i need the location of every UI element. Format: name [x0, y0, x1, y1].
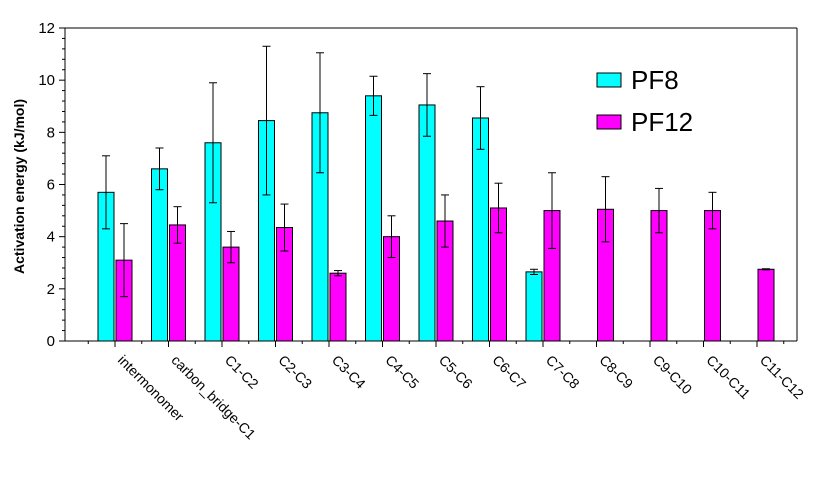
legend-swatch-pf12 [596, 114, 622, 130]
bar-pf8-7 [472, 117, 489, 342]
x-tick-label: C2-C3 [275, 352, 315, 392]
x-tick-label: C4-C5 [382, 352, 422, 392]
legend-swatch-pf8 [596, 72, 622, 88]
y-tick-label: 12 [38, 20, 55, 37]
x-tick-label: C10-C11 [703, 352, 753, 402]
x-tick-label: C7-C8 [543, 352, 583, 392]
y-tick-label: 4 [47, 229, 55, 246]
x-tick-label: C9-C10 [650, 352, 696, 398]
y-tick-label: 8 [47, 124, 55, 141]
x-tick-label: C8-C9 [596, 352, 636, 392]
bar-pf12-4 [329, 272, 347, 342]
x-tick-label: C6-C7 [489, 352, 529, 392]
y-tick-label: 6 [47, 177, 55, 194]
bar-pf12-12 [757, 268, 775, 342]
legend-label-pf12: PF12 [631, 107, 693, 137]
y-tick-label: 10 [38, 72, 55, 89]
x-tick-label: C5-C6 [436, 352, 476, 392]
y-tick-label: 2 [47, 281, 55, 298]
legend-label-pf8: PF8 [631, 65, 679, 95]
y-axis-label: Activation energy (kJ/mol) [11, 99, 27, 274]
x-tick-label: C1-C2 [222, 352, 262, 392]
bar-pf12-11 [704, 210, 721, 342]
x-tick-label: C3-C4 [329, 352, 369, 392]
bar-pf8-1 [151, 168, 168, 342]
bar-pf8-5 [365, 95, 382, 342]
bar-pf8-8 [525, 271, 543, 342]
bar-pf8-6 [418, 104, 436, 342]
y-tick-label: 0 [47, 333, 55, 350]
x-tick-label: C11-C12 [757, 352, 807, 402]
